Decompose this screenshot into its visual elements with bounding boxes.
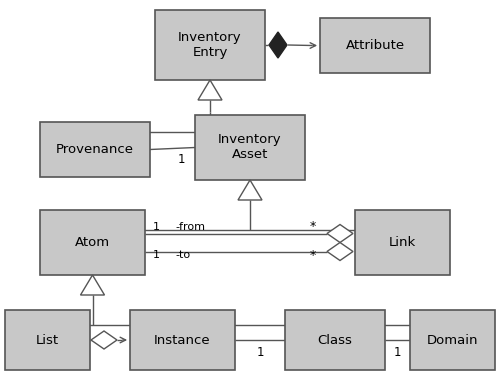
FancyBboxPatch shape — [195, 115, 305, 180]
Text: *: * — [310, 249, 316, 262]
Text: -to: -to — [175, 251, 190, 261]
Text: 1: 1 — [153, 251, 160, 261]
Text: 1: 1 — [177, 153, 185, 166]
Text: List: List — [36, 333, 59, 346]
Text: *: * — [310, 220, 316, 233]
Text: Provenance: Provenance — [56, 143, 134, 156]
Polygon shape — [80, 275, 104, 295]
Text: 1: 1 — [256, 345, 264, 358]
FancyBboxPatch shape — [5, 310, 90, 370]
Text: 1: 1 — [153, 222, 160, 231]
FancyBboxPatch shape — [40, 122, 150, 177]
Text: Attribute: Attribute — [346, 39, 405, 52]
Text: Inventory
Asset: Inventory Asset — [218, 133, 282, 162]
Text: 1: 1 — [394, 345, 401, 358]
Polygon shape — [91, 331, 117, 349]
FancyBboxPatch shape — [355, 210, 450, 275]
Polygon shape — [238, 180, 262, 200]
FancyBboxPatch shape — [410, 310, 495, 370]
FancyBboxPatch shape — [130, 310, 235, 370]
Polygon shape — [198, 80, 222, 100]
Polygon shape — [327, 243, 353, 261]
Text: Class: Class — [318, 333, 352, 346]
Text: -from: -from — [175, 222, 205, 231]
FancyBboxPatch shape — [320, 18, 430, 73]
FancyBboxPatch shape — [285, 310, 385, 370]
Text: Instance: Instance — [154, 333, 211, 346]
Text: Link: Link — [389, 236, 416, 249]
FancyBboxPatch shape — [155, 10, 265, 80]
FancyBboxPatch shape — [40, 210, 145, 275]
Polygon shape — [269, 32, 287, 58]
Text: Domain: Domain — [427, 333, 478, 346]
Polygon shape — [327, 225, 353, 243]
Text: Atom: Atom — [75, 236, 110, 249]
Text: Inventory
Entry: Inventory Entry — [178, 31, 242, 59]
